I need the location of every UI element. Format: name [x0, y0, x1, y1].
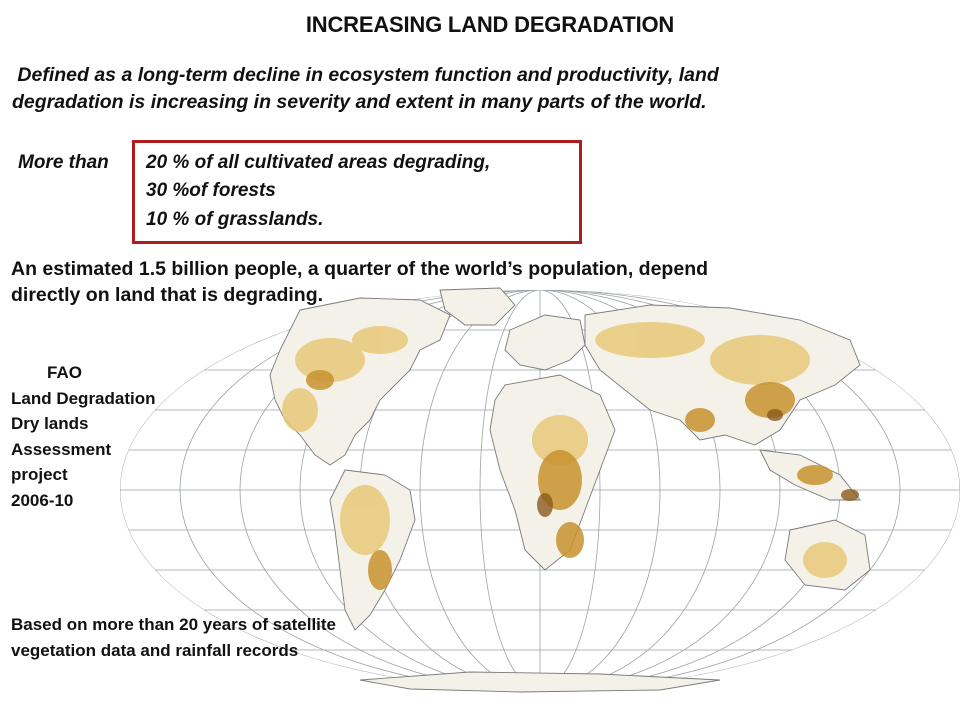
population-text: An estimated 1.5 billion people, a quart… [11, 256, 911, 308]
europe-shape [504, 314, 586, 371]
north-america-shape [269, 297, 451, 466]
project-line-4: Assessment [11, 439, 112, 459]
greenland-shape [439, 287, 516, 326]
project-line-3: Dry lands [11, 414, 89, 433]
stat-forests: 30 %of forests [146, 180, 276, 201]
definition-text: Defined as a long-term decline in ecosys… [12, 62, 912, 116]
project-line-5: project [11, 465, 68, 484]
definition-line-2: degradation is increasing in severity an… [12, 91, 707, 113]
stats-highlight-box [132, 140, 582, 244]
degradation-overlay [282, 322, 859, 590]
source-line-1: Based on more than 20 years of satellite [11, 615, 337, 634]
stat-lead-text: More than [18, 152, 109, 173]
source-line-2: vegetation data and rainfall records [11, 640, 299, 660]
project-line-years: 2006-10 [11, 490, 74, 510]
stat-cultivated: 20 % of all cultivated areas degrading, [146, 152, 491, 173]
project-line-fao: FAO [47, 363, 82, 382]
antarctica-shape [359, 671, 721, 693]
world-degradation-map [120, 287, 960, 693]
slide-title: INCREASING LAND DEGRADATION [305, 12, 675, 37]
source-note: Based on more than 20 years of satellite… [11, 612, 336, 663]
definition-line-1: Defined as a long-term decline in ecosys… [12, 64, 719, 86]
population-line-1: An estimated 1.5 billion people, a quart… [11, 258, 709, 280]
population-line-2: directly on land that is degrading. [11, 284, 324, 306]
stat-grasslands: 10 % of grasslands. [146, 209, 324, 230]
project-line-2: Land Degradation [11, 388, 156, 408]
project-label: FAO Land Degradation Dry lands Assessmen… [11, 360, 156, 513]
